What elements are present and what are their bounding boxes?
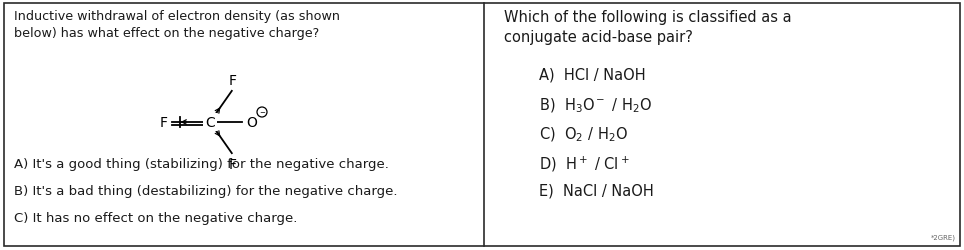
Text: C)  $\mathregular{O_2}$ / $\mathregular{H_2O}$: C) $\mathregular{O_2}$ / $\mathregular{H… [539, 126, 628, 144]
Text: A) It's a good thing (stabilizing) for the negative charge.: A) It's a good thing (stabilizing) for t… [14, 157, 388, 170]
Text: F: F [228, 158, 237, 172]
Text: C: C [205, 116, 215, 130]
Text: F: F [228, 74, 237, 88]
Text: A)  HCl / NaOH: A) HCl / NaOH [539, 68, 646, 83]
Text: B) It's a bad thing (destabilizing) for the negative charge.: B) It's a bad thing (destabilizing) for … [14, 184, 397, 197]
Text: C) It has no effect on the negative charge.: C) It has no effect on the negative char… [14, 211, 297, 224]
Text: *2GRE): *2GRE) [931, 234, 956, 240]
Text: B)  $\mathregular{H_3O^-}$ / $\mathregular{H_2O}$: B) $\mathregular{H_3O^-}$ / $\mathregula… [539, 96, 652, 115]
Text: D)  $\mathregular{H^+}$ / $\mathregular{Cl^+}$: D) $\mathregular{H^+}$ / $\mathregular{C… [539, 154, 629, 174]
Text: E)  NaCl / NaOH: E) NaCl / NaOH [539, 183, 654, 198]
Text: F: F [160, 116, 168, 130]
Text: −: − [259, 110, 265, 116]
Text: Which of the following is classified as a
conjugate acid-base pair?: Which of the following is classified as … [504, 10, 791, 44]
Text: O: O [246, 116, 256, 130]
Text: Inductive withdrawal of electron density (as shown
below) has what effect on the: Inductive withdrawal of electron density… [14, 10, 340, 40]
